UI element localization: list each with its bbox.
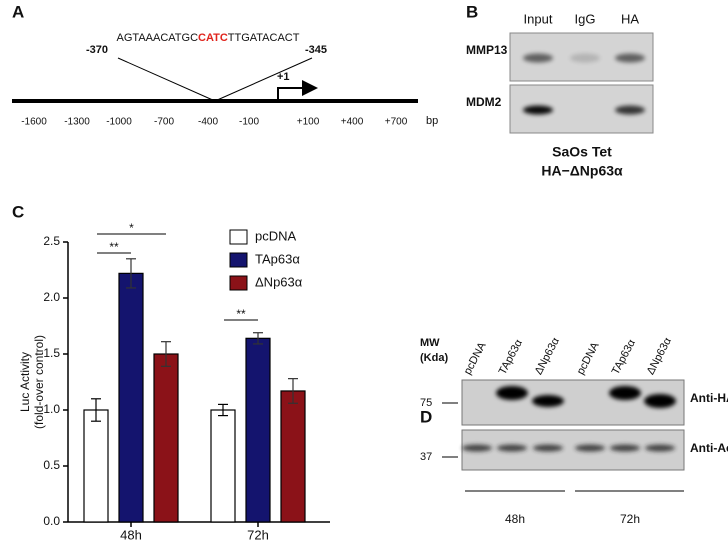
legend-swatch	[229, 275, 248, 291]
mw-marker: 37	[420, 451, 432, 463]
position-label: -400	[198, 117, 218, 128]
position-labels: -1600 -1300 -1000 -700 -400 -100 +100 +400 +700	[21, 117, 407, 128]
error-bar	[253, 332, 263, 345]
legend-swatch	[229, 229, 248, 245]
lane-label: ΔNp63α	[533, 335, 563, 377]
lane-label: pcDNA	[462, 340, 489, 377]
actin-band	[462, 444, 492, 452]
bar	[83, 409, 109, 523]
panel-label: B	[466, 2, 478, 21]
lane-label: IgG	[575, 11, 596, 26]
significance-label: *	[129, 221, 134, 235]
position-label: +700	[385, 117, 408, 128]
mw-marker: 75	[420, 397, 432, 409]
caption: SaOs Tet	[552, 144, 612, 160]
bar	[118, 272, 144, 523]
panel-label: A	[12, 2, 24, 21]
bar-chart: 0.0 0.5 1.0 1.5 2.0 2.5 Luc Activity (fold-over…	[18, 221, 330, 542]
x-tick-label: 48h	[120, 527, 142, 542]
y-axis-label: Luc Activity	[18, 352, 32, 412]
western-blot: pcDNA TAp63α ΔNp63α pcDNA TAp63α ΔNp63αAnti-H…	[420, 335, 728, 526]
actin-band	[533, 444, 563, 452]
legend-label: pcDNA	[255, 228, 297, 243]
gel-band	[523, 53, 553, 63]
legend-label: ΔNp63α	[255, 274, 303, 289]
lane-label: HA	[621, 11, 639, 26]
tss-arrow	[277, 80, 318, 101]
y-axis-label: (fold-over control)	[32, 335, 46, 429]
row-label: MDM2	[466, 95, 502, 109]
gel-band	[570, 53, 600, 63]
position-label: -100	[239, 117, 259, 128]
zoom-line	[117, 57, 216, 102]
actin-band	[645, 444, 675, 452]
y-tick-label: 1.5	[43, 346, 60, 360]
x-tick-label: 72h	[247, 527, 269, 542]
sequence: AGTAAACATGCCATCTTGATACACT	[117, 32, 300, 44]
caption: HA−ΔNp63α	[541, 163, 623, 179]
y-tick-label: 0.0	[43, 514, 60, 528]
panel-label: C	[12, 202, 24, 221]
significance-label: **	[109, 240, 119, 254]
position-label: +100	[297, 117, 320, 128]
seq-highlight: CATC	[198, 32, 228, 44]
timepoint-label: 72h	[620, 512, 640, 526]
blot-label: Anti-Actin	[690, 441, 728, 455]
lane-label: ΔNp63α	[645, 335, 675, 377]
tss-label: +1	[277, 71, 290, 83]
y-tick-label: 0.5	[43, 458, 60, 472]
zoom-line	[214, 57, 313, 102]
unit-label: bp	[426, 115, 438, 127]
position-label: -1000	[106, 117, 132, 128]
ha-band	[609, 386, 641, 400]
mw-label: (Kda)	[420, 352, 448, 364]
error-bar	[161, 341, 171, 367]
bar	[153, 353, 179, 523]
error-bar	[218, 403, 228, 417]
ha-band	[532, 395, 564, 407]
bar	[280, 390, 306, 523]
bar	[245, 337, 271, 523]
legend-label: TAp63α	[255, 251, 300, 266]
gel-band	[615, 105, 645, 115]
start-label: -370	[86, 44, 108, 56]
position-label: -1300	[64, 117, 90, 128]
gel-band	[523, 105, 553, 115]
position-label: +400	[341, 117, 364, 128]
y-tick-label: 1.0	[43, 402, 60, 416]
lane-label: TAp63α	[497, 337, 526, 377]
actin-band	[610, 444, 640, 452]
error-bar	[91, 398, 101, 422]
blot-box	[461, 429, 685, 471]
ha-band	[496, 386, 528, 400]
y-tick-label: 2.0	[43, 290, 60, 304]
error-bar	[288, 378, 298, 404]
row-label: MMP13	[466, 43, 508, 57]
mw-label: MW	[420, 337, 440, 349]
error-bar	[126, 258, 136, 289]
seq-right: TTGATACACT	[228, 32, 300, 44]
significance-label: **	[236, 307, 246, 321]
lane-label: Input	[524, 11, 553, 26]
panel-label: D	[420, 407, 432, 426]
blot-label: Anti-HA	[690, 391, 728, 405]
y-tick-label: 2.5	[43, 234, 60, 248]
position-label: -700	[154, 117, 174, 128]
lane-label: pcDNA	[575, 340, 602, 377]
end-label: -345	[305, 44, 327, 56]
actin-band	[575, 444, 605, 452]
position-label: -1600	[21, 117, 47, 128]
seq-left: AGTAAACATGC	[117, 32, 199, 44]
gel-band	[615, 53, 645, 63]
timepoint-label: 48h	[505, 512, 525, 526]
lane-label: TAp63α	[610, 337, 639, 377]
chip-gel: Input IgG HA MMP13 MDM2	[466, 11, 654, 134]
ha-band	[644, 394, 676, 408]
actin-band	[497, 444, 527, 452]
legend-swatch	[229, 252, 248, 268]
bar	[210, 409, 236, 523]
